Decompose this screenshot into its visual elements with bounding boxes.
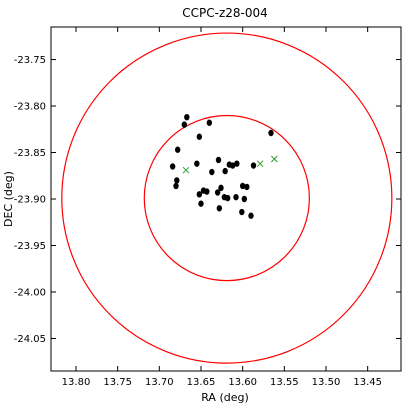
member-point xyxy=(174,146,181,153)
member-point xyxy=(206,119,213,126)
y-tick-label: -23.95 xyxy=(14,241,46,252)
member-point xyxy=(224,194,231,202)
y-axis: -23.75 -23.80 -23.85 -23.90 -23.95 -24.00 -24.… xyxy=(14,55,401,345)
x-axis: 13.80 13.75 13.70 13.65 13.60 13.55 13.50 13.45 xyxy=(62,27,382,388)
member-point xyxy=(196,133,203,140)
y-tick-label: -24.00 xyxy=(14,287,46,298)
member-point xyxy=(248,212,254,219)
member-point xyxy=(222,167,228,175)
y-tick-label: -23.90 xyxy=(14,195,46,206)
x-tick-label: 13.55 xyxy=(270,377,299,388)
member-point xyxy=(196,191,203,198)
circles-layer xyxy=(61,32,393,364)
x-tick-label: 13.60 xyxy=(228,377,257,388)
member-point xyxy=(181,121,188,128)
x-tick-label: 13.80 xyxy=(62,377,91,388)
outer-circle xyxy=(61,32,393,364)
member-point xyxy=(268,129,274,137)
x-tick-label: 13.75 xyxy=(103,377,132,388)
x-marker-point xyxy=(270,155,278,163)
member-point xyxy=(209,168,215,176)
member-point xyxy=(216,205,223,212)
member-point xyxy=(218,184,224,192)
member-point xyxy=(229,162,236,169)
x-tick-label: 13.70 xyxy=(145,377,174,388)
member-point xyxy=(244,183,250,191)
member-point xyxy=(233,193,239,201)
y-tick-label: -23.85 xyxy=(14,148,46,159)
member-point xyxy=(239,182,246,190)
x-marker-point xyxy=(256,160,264,168)
y-axis-label: DEC (deg) xyxy=(2,171,15,227)
x-tick-label: 13.50 xyxy=(312,377,341,388)
x-tick-label: 13.45 xyxy=(353,377,382,388)
member-point xyxy=(194,160,200,167)
x-tick-label: 13.65 xyxy=(187,377,216,388)
member-point xyxy=(250,162,257,169)
member-point xyxy=(184,113,190,121)
member-point xyxy=(215,156,222,164)
y-tick-label: -24.05 xyxy=(14,334,46,345)
points-layer xyxy=(169,113,278,219)
member-point xyxy=(234,160,240,167)
y-tick-label: -23.75 xyxy=(14,55,46,66)
member-point xyxy=(198,200,204,207)
x-marker-point xyxy=(182,166,190,174)
member-point xyxy=(239,208,245,216)
member-point xyxy=(169,163,176,170)
member-point xyxy=(214,189,221,196)
member-point xyxy=(241,195,248,203)
member-point xyxy=(174,177,180,184)
inner-circle xyxy=(143,114,310,282)
chart-title: CCPC-z28-004 xyxy=(182,6,268,20)
member-point xyxy=(204,188,210,195)
member-point xyxy=(173,182,179,190)
x-axis-label: RA (deg) xyxy=(201,391,249,404)
y-tick-label: -23.80 xyxy=(14,102,46,113)
